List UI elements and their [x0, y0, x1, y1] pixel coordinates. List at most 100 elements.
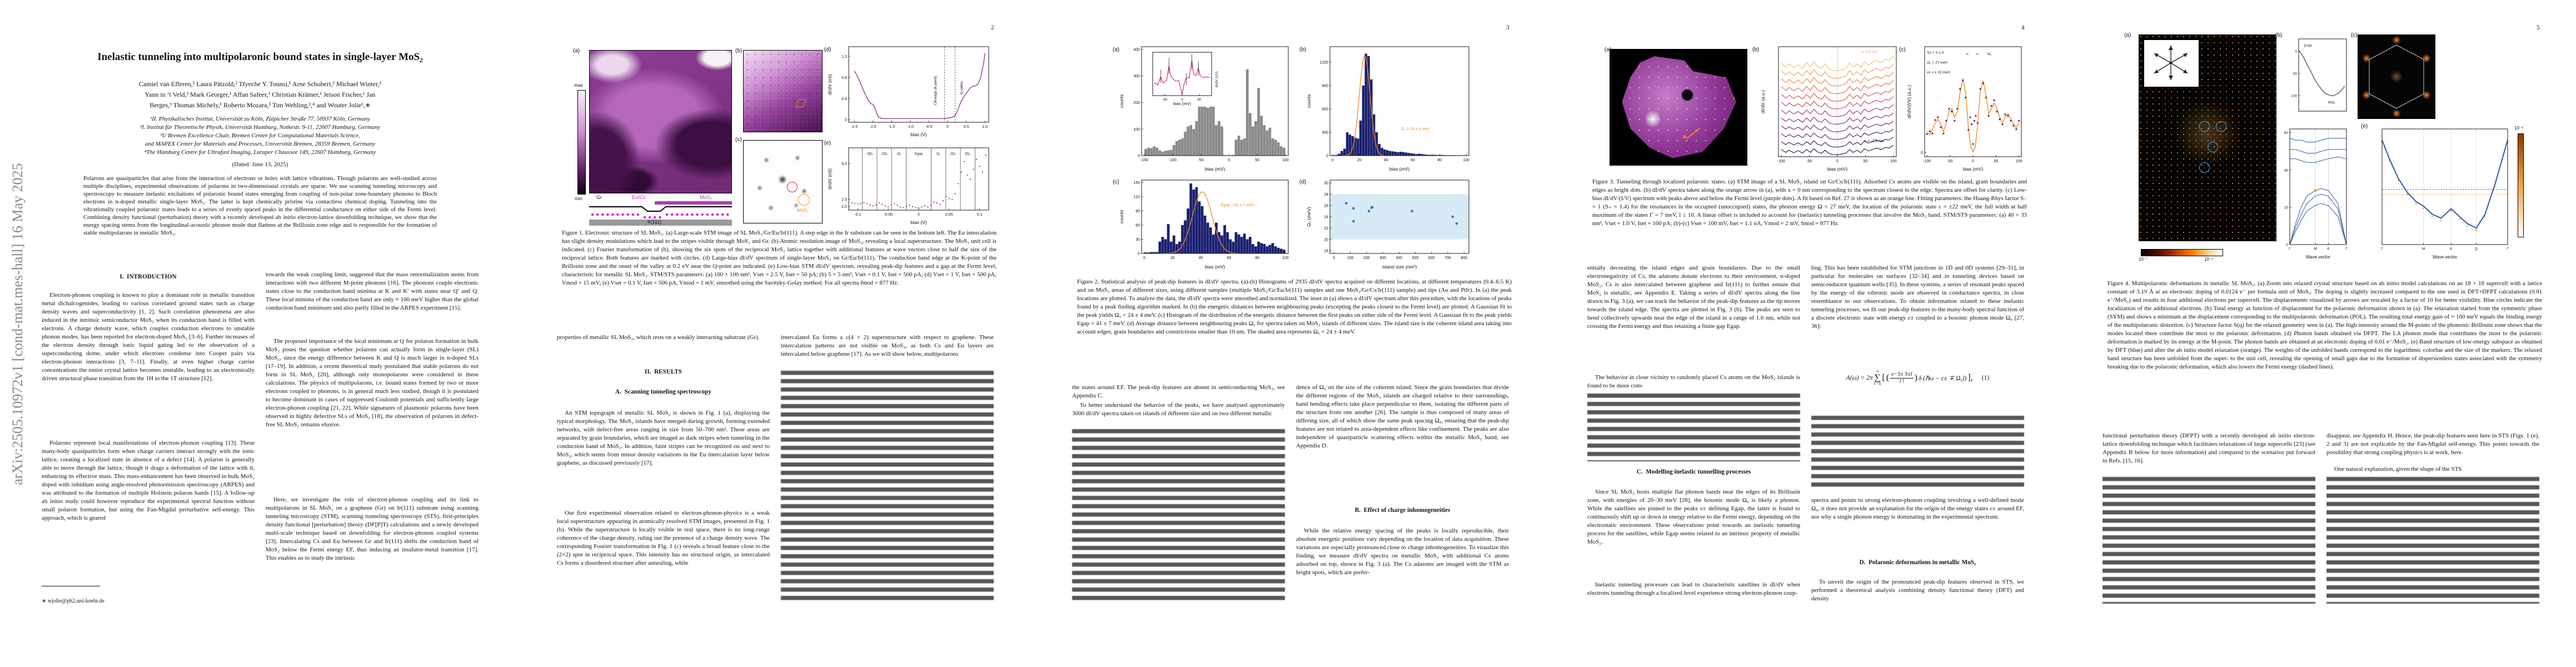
svg-text:0: 0 — [1332, 158, 1334, 162]
svg-text:bias (mV): bias (mV) — [1205, 166, 1225, 172]
svg-text:400: 400 — [1133, 48, 1140, 52]
svg-text:60: 60 — [1227, 256, 1231, 260]
svg-text:-1.0: -1.0 — [907, 125, 914, 129]
fig4e-colorbar — [2518, 133, 2524, 237]
svg-text:Egap: Egap — [915, 152, 923, 156]
svg-text:0.4: 0.4 — [841, 97, 847, 101]
affiliation-1: ¹II. Physikalisches Institut, Universitä… — [150, 116, 371, 122]
affiliation-3: ³U Bremen Excellence Chair, Bremen Cente… — [160, 132, 360, 139]
svg-text:60: 60 — [1135, 224, 1140, 228]
svg-text:ε₊: ε₊ — [1976, 52, 1980, 56]
paper-title: Inelastic tunneling into multipolaronic … — [97, 51, 423, 63]
affiliation-3b: and MAPEX Center for Materials and Proce… — [145, 141, 376, 147]
svg-text:600: 600 — [1428, 256, 1435, 260]
svg-text:-100: -100 — [1777, 160, 1785, 163]
colorbar-max-label: max — [574, 82, 584, 88]
svg-text:-50: -50 — [1198, 158, 1204, 162]
svg-text:20: 20 — [1357, 158, 1362, 162]
svg-text:50: 50 — [1994, 160, 1999, 163]
body-paragraph: An STM topograph of metallic SL MoS₂ is … — [557, 410, 770, 466]
svg-text:0: 0 — [1333, 256, 1335, 260]
svg-text:-150: -150 — [1140, 158, 1148, 162]
svg-text:counts: counts — [1306, 94, 1312, 108]
panel-label-e: (e) — [2361, 123, 2368, 130]
svg-text:x = -1.6 nm: x = -1.6 nm — [1864, 140, 1884, 143]
svg-text:1.0: 1.0 — [982, 125, 988, 129]
svg-text:dI/dV (1/V): dI/dV (1/V) — [1215, 71, 1219, 87]
unreadable-paragraph — [1587, 394, 1800, 461]
page-3: 3 (a) -150 -100 -50 0 50 100 0 100 200 300 400 bias… — [1030, 0, 1546, 667]
electron-localization-circle — [2199, 121, 2210, 132]
svg-text:dI/dV (nS): dI/dV (nS) — [827, 168, 833, 190]
svg-text:bias (V): bias (V) — [910, 220, 926, 225]
svg-text:Ω₀ = 24 ± 4 meV: Ω₀ = 24 ± 4 meV — [1401, 127, 1430, 131]
affiliation-4: ⁴The Hamburg Centre for Ultrafast Imagin… — [144, 149, 376, 156]
fig1b-atomic-resolution-image — [743, 50, 823, 132]
svg-text:-0.1: -0.1 — [854, 213, 861, 217]
svg-text:100: 100 — [1463, 158, 1469, 162]
svg-text:Γ: Γ — [2345, 247, 2348, 251]
unreadable-paragraph — [2102, 477, 2315, 604]
svg-text:-50: -50 — [1806, 160, 1812, 163]
page-5: 5 (a) 10⁻⁷ 10⁻⁶ (b) 0 -50 — [2061, 0, 2576, 667]
authors-line-2: Yann in ’t Veld,² Mark Georger,¹ Affan S… — [145, 91, 376, 98]
subsection-heading-sts: A. Scanning tunneling spectroscopy — [615, 389, 711, 395]
fig1a-stm-image — [589, 50, 732, 193]
svg-text:100: 100 — [1282, 158, 1289, 162]
svg-text:x = 0 nm: x = 0 nm — [1862, 51, 1877, 54]
subsection-heading-polaronic-deformations: D. Polaronic deformations in metallic Mo… — [1859, 559, 1976, 566]
svg-text:100: 100 — [1133, 128, 1140, 132]
svg-text:18: 18 — [1324, 250, 1328, 253]
eq-delta-term: δ (ℏω − ε± ∓ Ω₀l) — [1918, 375, 1967, 382]
fig2d-islandsize-scatter-chart: 0 100 200 300 400 500 600 700 800 18 20 22 24 26 28 30 i… — [1306, 177, 1472, 270]
fft-spot — [764, 157, 769, 163]
colorbar-tick-high: 10⁻⁶ — [2204, 257, 2214, 262]
figure-3-caption: Figure 3. Tunneling through localized po… — [1592, 178, 2027, 227]
svg-text:bias (mV): bias (mV) — [1173, 101, 1192, 106]
svg-text:0: 0 — [1138, 155, 1140, 158]
footnote-email: ∗ wjolie@ph2.uni-koeln.de — [42, 598, 104, 604]
body-paragraph: Inelastic tunneling processes can lead t… — [1587, 581, 1800, 596]
svg-text:0: 0 — [2286, 243, 2288, 247]
fig3c-fit-spectrum-chart: -100 -50 0 50 100 0 S± = 1-1.4 Ω₀ = 27 meV ε± = … — [1906, 43, 2025, 172]
panel-label-c: (c) — [1899, 47, 1906, 53]
svg-text:50: 50 — [1255, 158, 1259, 162]
body-paragraph: entially decorating the island edges and… — [1587, 265, 1800, 330]
fig4d-phonon-bands-chart: Γ M K Γ 0 20 40 60 Wave vector — [2275, 126, 2350, 260]
svg-text:bias (mV): bias (mV) — [1963, 166, 1984, 172]
svg-text:-0.05: -0.05 — [884, 213, 893, 217]
fig1a-layer-schematic — [589, 201, 732, 226]
body-paragraph: functional perturbation theory (DFPT) wi… — [2102, 432, 2315, 464]
svg-text:0: 0 — [946, 125, 949, 129]
svg-text:Q-valley: Q-valley — [960, 81, 964, 95]
svg-text:0: 0 — [1921, 151, 1923, 155]
body-paragraph: While the relative energy spacing of the… — [1296, 527, 1509, 576]
svg-text:20: 20 — [2284, 206, 2289, 210]
svg-text:40: 40 — [1199, 256, 1203, 260]
body-paragraph: disappear, see Appendix H. Hence, the pe… — [2326, 432, 2539, 456]
panel-label-d: (d) — [1299, 179, 1307, 185]
fig4c-structure-factor-map — [2358, 34, 2435, 119]
svg-text:ε₋: ε₋ — [1966, 52, 1970, 56]
svg-text:24: 24 — [1324, 216, 1328, 220]
eq-fraction: e−S± S±l l ! — [1890, 371, 1914, 385]
svg-text:100: 100 — [1890, 160, 1897, 163]
body-paragraph: Polarons represent local manifestations … — [42, 440, 255, 521]
svg-text:5.0: 5.0 — [841, 162, 847, 166]
svg-text:100: 100 — [1347, 256, 1354, 260]
svg-text:K: K — [2450, 247, 2453, 251]
svg-text:3Ω₀: 3Ω₀ — [965, 152, 971, 156]
svg-text:Egap = 41 ± 7 meV: Egap = 41 ± 7 meV — [1221, 203, 1254, 207]
fig1e-lowbias-spectrum-chart: -0.1 -0.05 0 0.05 0.1 2.0 2.5 5.0 -3Ω₀ -2Ω₀ -Ω₀ Ega… — [826, 139, 993, 226]
panel-label-b: (b) — [1752, 47, 1760, 53]
section-heading-results: II. RESULTS — [644, 369, 682, 375]
svg-text:0: 0 — [1326, 155, 1328, 158]
svg-text:CB-edge (K-point): CB-edge (K-point) — [934, 76, 938, 105]
body-paragraph: towards the weak coupling limit, suggest… — [266, 271, 479, 311]
panel-label-b: (b) — [2275, 32, 2283, 38]
schematic-gr-label: Gr — [596, 195, 602, 200]
figure-2-caption: Figure 2. Statistical analysis of peak-d… — [1077, 278, 1512, 335]
svg-text:counts: counts — [1119, 210, 1124, 223]
svg-text:300: 300 — [1379, 256, 1386, 260]
unreadable-paragraph — [1811, 416, 2024, 490]
